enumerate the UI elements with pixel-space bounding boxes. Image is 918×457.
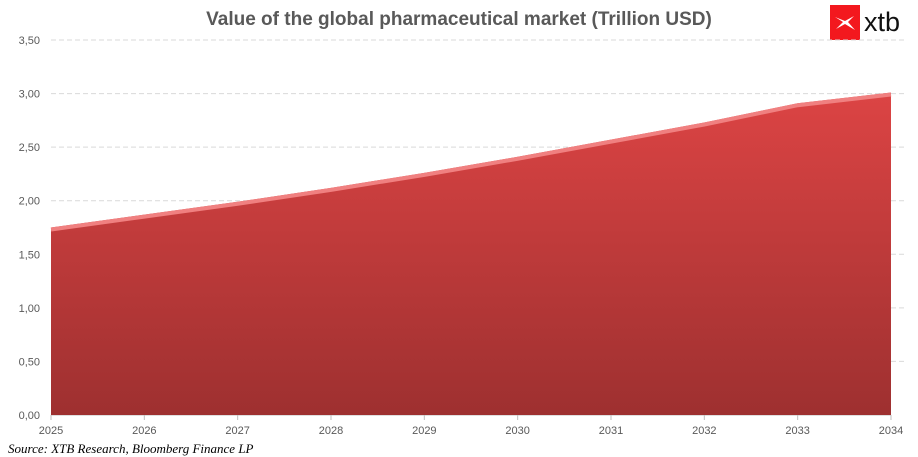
xtb-logo: xtb [830, 5, 900, 40]
y-tick-label: 2,00 [19, 196, 40, 208]
x-tick-label: 2029 [412, 425, 436, 437]
x-tick-label: 2033 [785, 425, 809, 437]
xtb-x-icon [830, 5, 860, 40]
y-tick-label: 1,00 [19, 303, 40, 315]
y-tick-label: 3,00 [19, 89, 40, 101]
x-tick-label: 2032 [692, 425, 716, 437]
x-tick-label: 2031 [599, 425, 623, 437]
x-tick-label: 2027 [225, 425, 249, 437]
x-tick-label: 2034 [879, 425, 903, 437]
source-note: Source: XTB Research, Bloomberg Finance … [8, 441, 254, 456]
area-top-edge [50, 92, 892, 232]
logo-text: xtb [864, 7, 901, 37]
y-tick-label: 1,50 [19, 249, 40, 261]
y-tick-label: 0,50 [19, 356, 40, 368]
x-tick-label: 2030 [505, 425, 529, 437]
x-tick-label: 2028 [319, 425, 343, 437]
x-tick-label: 2025 [39, 425, 63, 437]
area-series [51, 92, 891, 415]
x-tick-label: 2026 [132, 425, 156, 437]
y-tick-label: 0,00 [19, 410, 40, 422]
y-tick-label: 2,50 [19, 142, 40, 154]
chart-title: Value of the global pharmaceutical marke… [206, 9, 712, 30]
y-tick-label: 3,50 [19, 35, 40, 47]
